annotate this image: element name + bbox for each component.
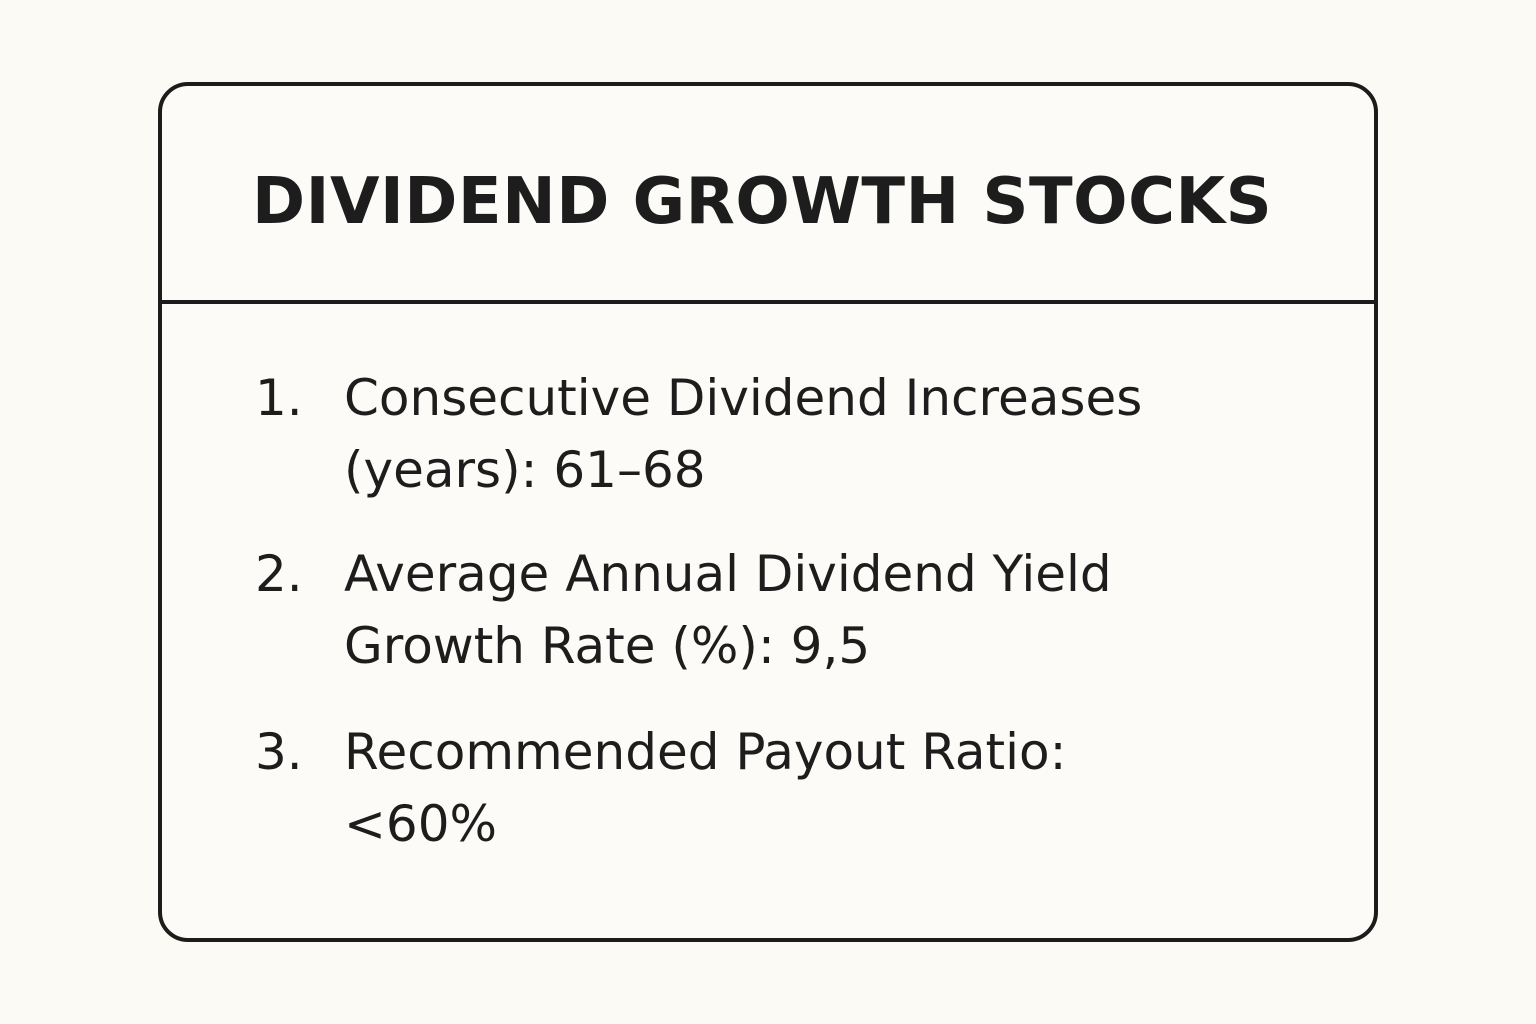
list-item-line: <60%	[344, 795, 498, 853]
list-item-line: Growth Rate (%): 9,5	[344, 617, 871, 675]
list-item-line: (years): 61–68	[344, 441, 706, 499]
list-item-line: Consecutive Dividend Increases	[344, 369, 1143, 427]
info-card: DIVIDEND GROWTH STOCKS 1. Consecutive Di…	[158, 82, 1378, 942]
list-item-text: Consecutive Dividend Increases (years): …	[344, 362, 1304, 506]
list-item-number: 2.	[255, 545, 303, 603]
list-item-text: Recommended Payout Ratio: <60%	[344, 716, 1304, 860]
card-title: DIVIDEND GROWTH STOCKS	[252, 165, 1273, 239]
list-item-line: Average Annual Dividend Yield	[344, 545, 1112, 603]
list-item-text: Average Annual Dividend Yield Growth Rat…	[344, 538, 1304, 682]
list-item-line: Recommended Payout Ratio:	[344, 723, 1067, 781]
list-item-number: 3.	[255, 723, 303, 781]
card-header: DIVIDEND GROWTH STOCKS	[162, 86, 1374, 304]
list-item-number: 1.	[255, 369, 303, 427]
